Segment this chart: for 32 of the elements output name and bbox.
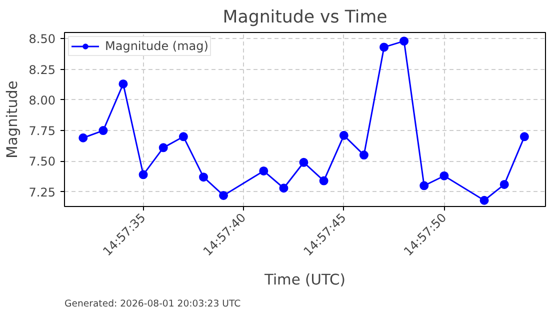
point (480, 196, 489, 205)
y-tick-label: 7.50 (28, 154, 56, 169)
y-axis-title: Magnitude (4, 80, 21, 158)
point (78, 133, 88, 142)
legend-label: Magnitude (mag) (105, 39, 208, 53)
point (380, 42, 389, 52)
point (420, 181, 429, 190)
point (520, 132, 529, 142)
point (500, 180, 509, 189)
point (199, 172, 208, 182)
point (440, 171, 449, 180)
point (98, 126, 108, 136)
point (219, 190, 228, 200)
y-tick-label: 8.50 (28, 32, 56, 46)
y-tick-label: 7.75 (28, 124, 56, 138)
text: Generated: 2026-08-01 20:03:23 UTC (64, 298, 241, 310)
y-tick-label: 7.25 (28, 185, 56, 200)
x-axis-title: Time (UTC) (263, 272, 346, 289)
point (339, 130, 348, 140)
point (259, 166, 268, 176)
point (158, 143, 168, 152)
point (299, 158, 308, 167)
y-tick-label: 8.25 (28, 62, 56, 77)
point (138, 170, 148, 180)
point (118, 79, 128, 88)
point (279, 184, 288, 193)
point (400, 36, 409, 46)
point (319, 176, 328, 186)
point (359, 150, 368, 160)
point (178, 132, 188, 142)
y-tick-label: 8.00 (28, 93, 56, 108)
chart-title: Magnitude vs Time (222, 8, 388, 28)
